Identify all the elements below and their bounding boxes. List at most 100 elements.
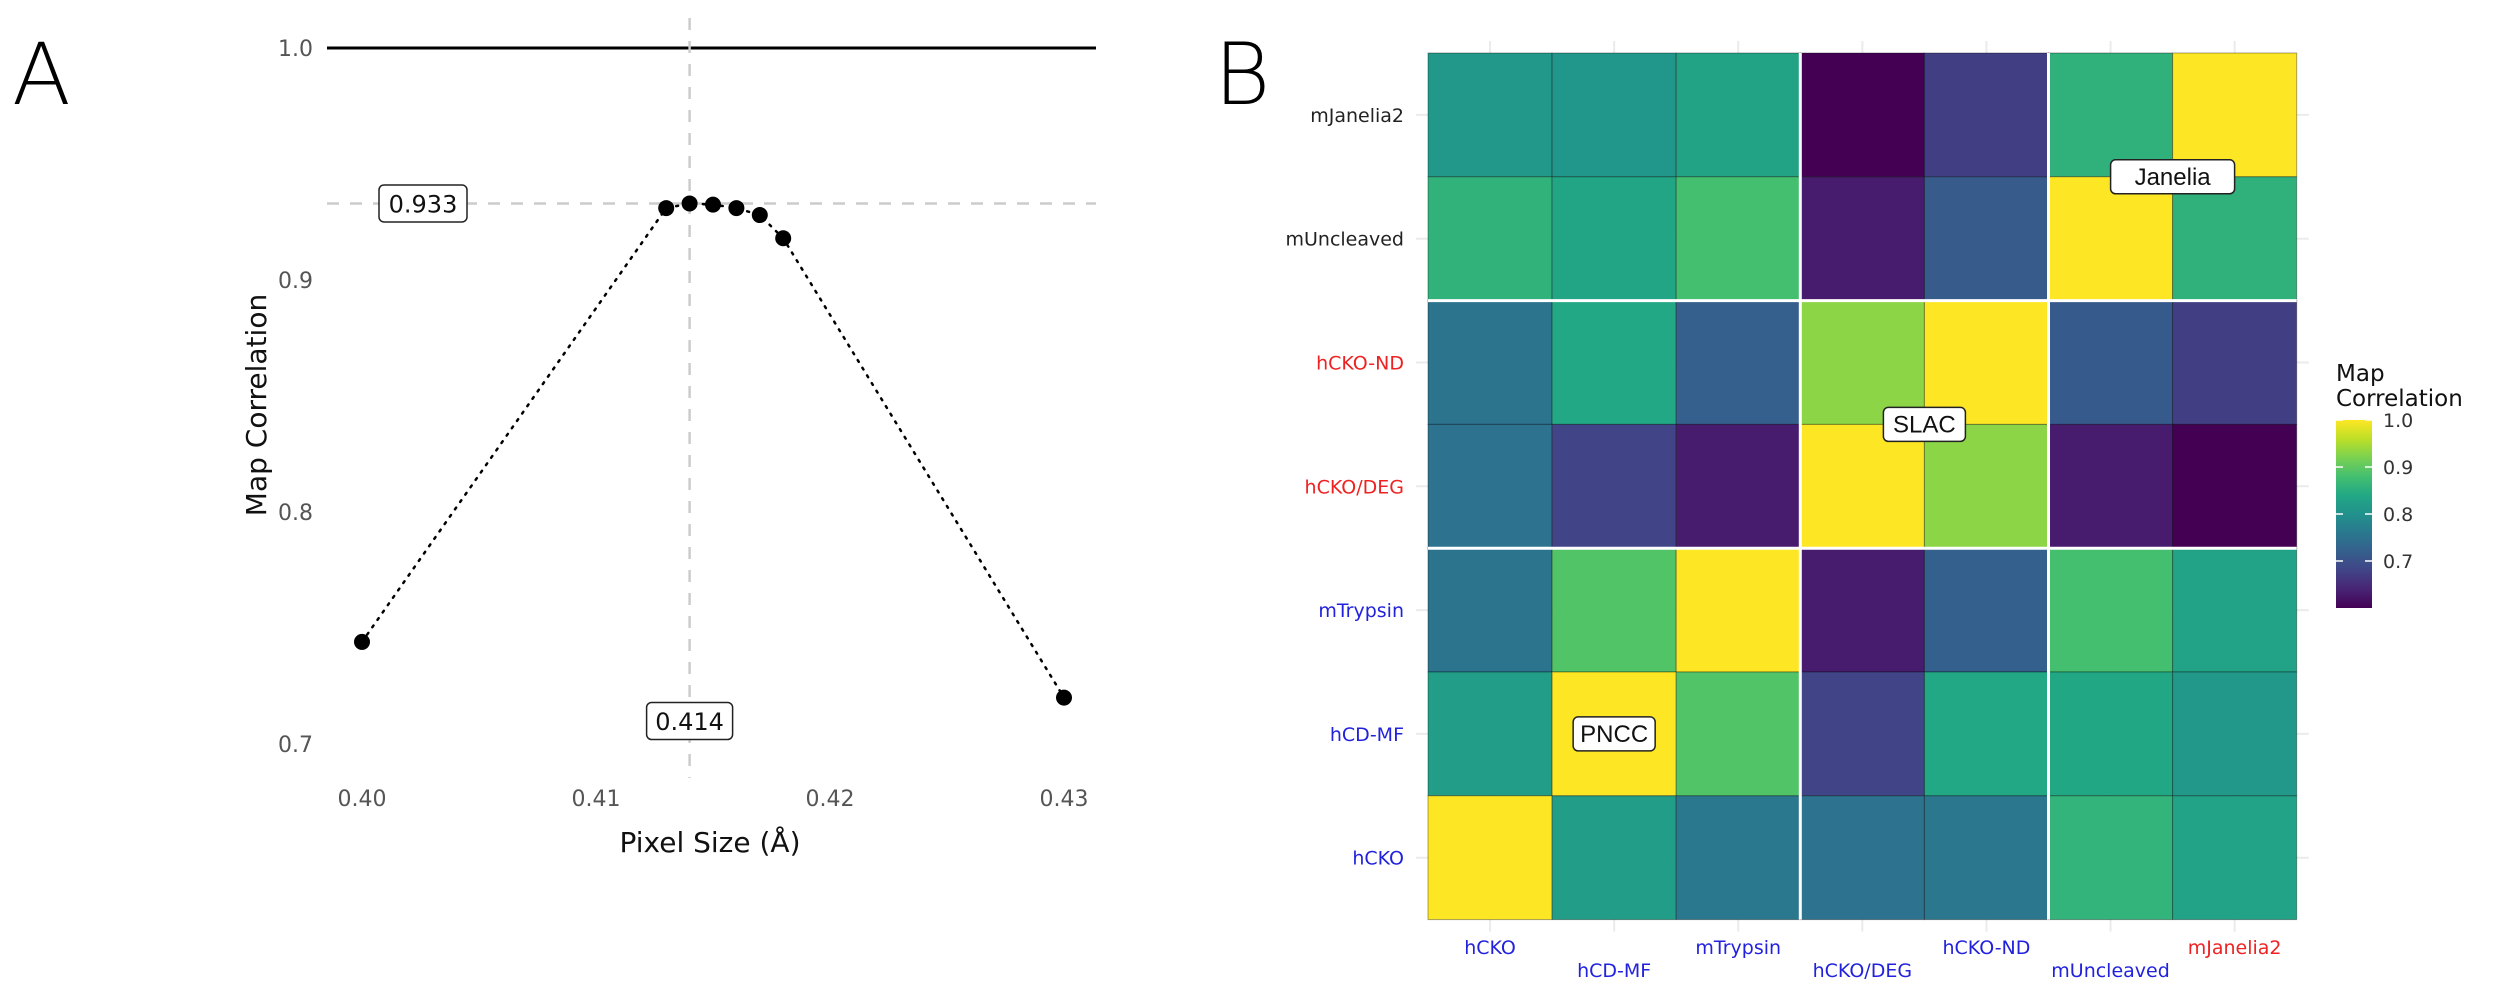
heatmap-cell <box>1923 52 2050 178</box>
heatmap-cell <box>2172 547 2298 673</box>
x-category-label: mUncleaved <box>2051 960 2170 982</box>
max-correlation-label-text: 0.933 <box>389 190 458 218</box>
heatmap-cell <box>1427 795 1553 921</box>
x-tick-label: 0.42 <box>806 787 855 812</box>
heatmap-cell <box>2048 795 2174 921</box>
heatmap-cell <box>1675 52 1801 178</box>
heatmap-cell <box>1799 671 1925 797</box>
heatmap-cell <box>2048 547 2174 673</box>
heatmap-cell <box>1799 795 1925 921</box>
heatmap-cell <box>1923 300 2050 425</box>
block-separators <box>1428 53 2297 920</box>
y-category-label: hCKO/DEG <box>1305 476 1404 498</box>
colorbar-tick-label: 0.7 <box>2383 551 2413 573</box>
annotations: 0.933 0.414 <box>378 184 734 741</box>
heatmap-cell <box>2172 300 2298 425</box>
x-category-label: hCKO/DEG <box>1813 960 1912 982</box>
heatmap-cell <box>1799 52 1925 178</box>
legend-title-line-1: Map <box>2336 361 2385 387</box>
heatmap-cell <box>2048 176 2174 302</box>
heatmap-cells <box>1427 52 2298 921</box>
block-label-text: Janelia <box>2135 164 2212 191</box>
x-axis-title: Pixel Size (Å) <box>619 825 800 859</box>
x-category-label: mJanelia2 <box>2188 937 2282 959</box>
panel-b: B mJanelia2 mUncleaved hCKO-ND hCKO/DEG mTry… <box>1214 25 2463 982</box>
heatmap-cell <box>1675 547 1801 673</box>
heatmap-cell <box>1799 547 1925 673</box>
y-tick-label: 0.9 <box>278 269 313 294</box>
heatmap-cell <box>1923 547 2050 673</box>
heatmap-cell <box>1551 547 1677 673</box>
data-point <box>354 633 370 650</box>
heatmap-cell <box>1675 300 1801 425</box>
heatmap-cell <box>1799 300 1925 425</box>
data-point <box>705 196 721 213</box>
heatmap-cell <box>2172 795 2298 921</box>
colorbar-legend: Map Correlation 0.7 0.8 0.9 1.0 <box>2336 361 2463 608</box>
x-category-label: mTrypsin <box>1695 937 1781 959</box>
heatmap-cell <box>2048 52 2174 178</box>
reference-lines <box>327 18 1096 778</box>
block-label: Janelia <box>2109 159 2236 195</box>
optimal-pixel-size-label: 0.414 <box>645 701 734 741</box>
y-tick-label: 0.7 <box>278 733 313 758</box>
max-correlation-label: 0.933 <box>378 184 468 223</box>
heatmap-cell <box>2048 300 2174 425</box>
x-tick-label: 0.41 <box>572 787 621 812</box>
block-labels: PNCC SLAC Janelia <box>1572 159 2236 752</box>
data-point <box>728 200 745 217</box>
heatmap-cell <box>2172 671 2298 797</box>
heatmap-cell <box>2048 671 2174 797</box>
block-label: PNCC <box>1572 716 1656 752</box>
block-label-text: PNCC <box>1580 721 1648 748</box>
panel-label-a: A <box>12 25 71 125</box>
y-category-label: hCD-MF <box>1330 724 1404 746</box>
y-tick-labels: 0.7 0.8 0.9 1.0 <box>278 37 313 758</box>
heatmap-cell <box>1923 176 2050 302</box>
legend-title-line-2: Correlation <box>2336 386 2463 412</box>
heatmap-cell <box>2172 52 2298 178</box>
heatmap-cell <box>1427 176 1553 302</box>
y-category-label: mTrypsin <box>1318 600 1404 622</box>
colorbar-tick-label: 0.8 <box>2383 504 2413 526</box>
colorbar-ticks: 0.7 0.8 0.9 1.0 <box>2336 410 2413 573</box>
y-tick-label: 0.8 <box>278 501 313 526</box>
dotted-trend-line <box>360 202 1066 699</box>
optimal-pixel-size-label-box <box>645 701 734 741</box>
heatmap-cell <box>2172 176 2298 302</box>
heatmap-cell <box>1675 671 1801 797</box>
heatmap-cell <box>1675 176 1801 302</box>
heatmap-cell <box>1551 300 1677 425</box>
x-tick-label: 0.43 <box>1040 787 1089 812</box>
heatmap-cell <box>1551 176 1677 302</box>
data-point <box>1056 689 1072 706</box>
panel-label-b: B <box>1214 25 1270 125</box>
data-point <box>681 195 698 212</box>
y-tick-labels: mJanelia2 mUncleaved hCKO-ND hCKO/DEG mTryps… <box>1285 105 1404 870</box>
heatmap-cell <box>2048 423 2174 549</box>
heatmap-cell <box>1675 795 1801 921</box>
colorbar-tick-label: 0.9 <box>2383 457 2413 479</box>
x-category-label: hCKO <box>1464 937 1516 959</box>
y-category-label: mUncleaved <box>1285 229 1404 251</box>
y-category-label: hCKO-ND <box>1316 353 1404 375</box>
heatmap-cell <box>1923 423 2050 549</box>
optimal-pixel-size-label-text: 0.414 <box>655 708 724 736</box>
heatmap-cell <box>1923 671 2050 797</box>
block-label: SLAC <box>1882 406 1967 443</box>
heatmap-cell <box>1675 423 1801 549</box>
x-tick-labels: hCKO hCD-MF mTrypsin hCKO/DEG hCKO-ND mUnclea… <box>1464 937 2281 982</box>
block-label-text: SLAC <box>1893 411 1956 438</box>
heatmap-cell <box>2172 423 2298 549</box>
heatmap-cell <box>1799 176 1925 302</box>
heatmap-cell <box>1551 52 1677 178</box>
data-point <box>751 207 768 224</box>
x-tick-label: 0.40 <box>338 787 387 812</box>
data-points <box>354 195 1072 706</box>
heatmap-cell <box>1923 795 2050 921</box>
y-category-label: hCKO <box>1352 848 1404 870</box>
y-axis-title: Map Correlation <box>240 294 273 516</box>
heatmap-cell <box>1427 52 1553 178</box>
heatmap-cell <box>1427 423 1553 549</box>
